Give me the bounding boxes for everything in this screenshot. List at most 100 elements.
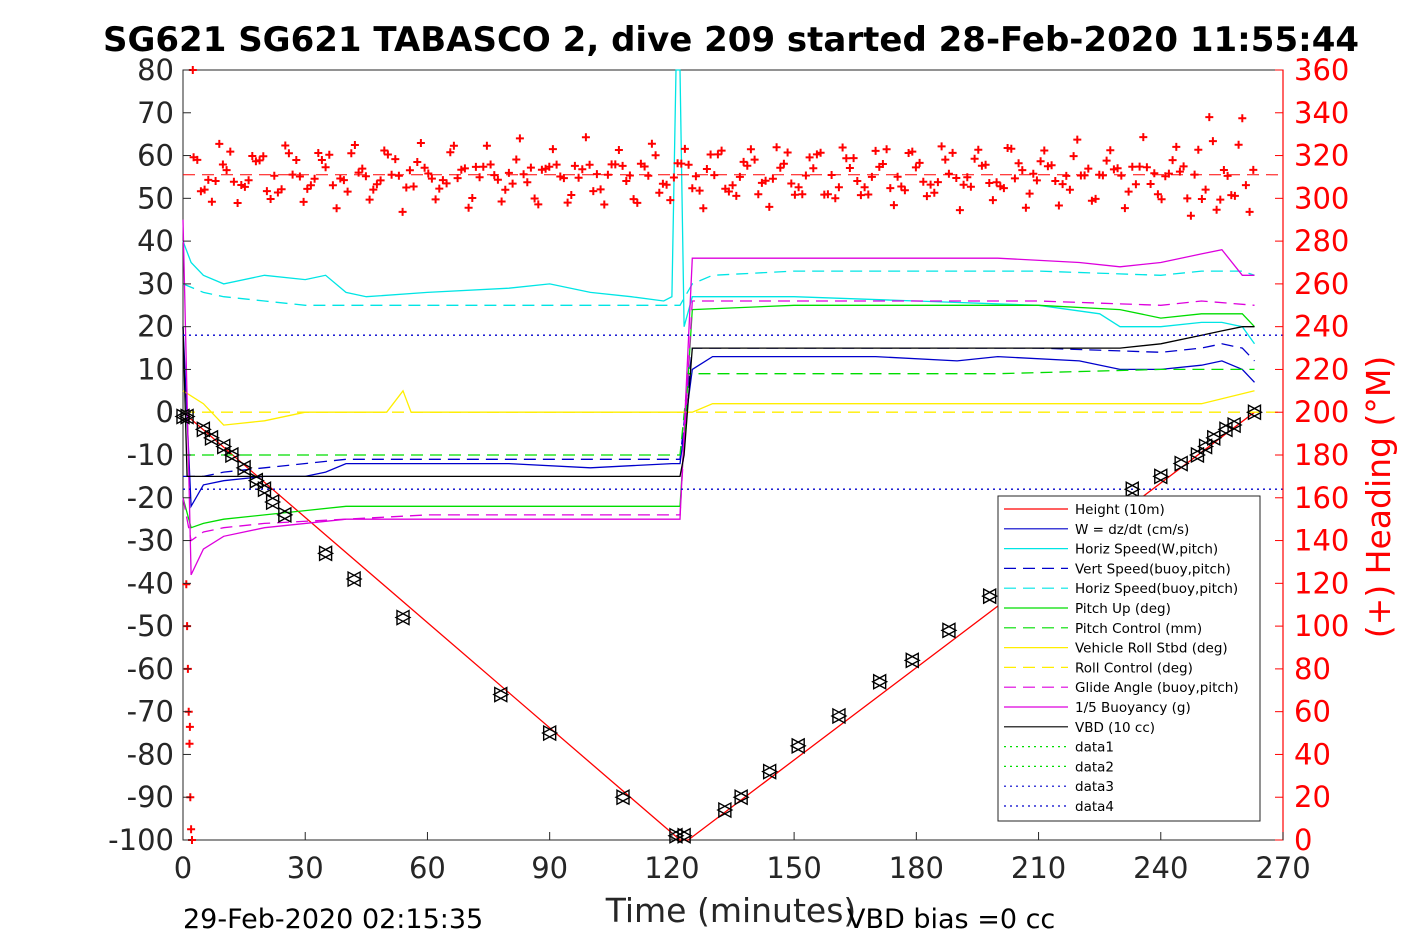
heading-point — [1153, 190, 1162, 199]
depth-marker-left — [903, 652, 919, 669]
heading-point — [809, 164, 818, 173]
heading-point — [889, 201, 898, 210]
heading-point — [746, 145, 755, 154]
heading-point — [640, 162, 649, 171]
heading-point — [358, 164, 367, 173]
heading-point — [1054, 201, 1063, 210]
heading-point — [878, 160, 887, 168]
heading-point — [1186, 211, 1195, 220]
heading-point — [937, 142, 946, 151]
series-layer — [182, 69, 1283, 841]
heading-point — [629, 195, 638, 204]
heading-point — [405, 166, 414, 175]
heading-point — [622, 177, 631, 185]
heading-point — [1069, 152, 1078, 161]
heading-point — [402, 183, 411, 192]
heading-point — [1021, 203, 1030, 212]
heading-point — [339, 176, 348, 185]
heading-point — [933, 178, 942, 187]
legend-label-7: Vehicle Roll Stbd (deg) — [1075, 641, 1228, 657]
heading-point — [790, 190, 799, 199]
legend-label-14: data3 — [1075, 779, 1114, 795]
heading-point — [1234, 140, 1243, 149]
depth-marker-left — [394, 609, 410, 626]
heading-point — [468, 194, 477, 202]
heading-point — [1058, 180, 1067, 189]
depth-marker-left — [345, 570, 361, 588]
bottom-tick-label: 210 — [1011, 851, 1066, 885]
right-tick-label: 0 — [1294, 823, 1312, 857]
heading-point — [262, 187, 271, 196]
heading-point — [398, 207, 407, 216]
heading-point — [493, 175, 502, 184]
heading-point — [244, 176, 253, 185]
depth-marker-left — [247, 472, 264, 489]
legend: Height (10m) W = dz/dt (cm/s) Horiz Speed(… — [997, 495, 1261, 822]
heading-point — [739, 157, 748, 166]
heading-point — [1238, 114, 1247, 123]
heading-point — [842, 154, 851, 163]
depth-marker-left — [871, 673, 887, 690]
depth-marker-layer — [174, 404, 1263, 844]
heading-point — [1197, 195, 1206, 203]
left-tick-label: 50 — [137, 181, 174, 215]
heading-point — [849, 154, 858, 163]
legend-label-6: Pitch Control (mm) — [1075, 621, 1202, 637]
heading-point — [1164, 169, 1173, 178]
heading-point — [765, 202, 774, 211]
series-line-11 — [182, 326, 1255, 478]
left-tick-label: -40 — [127, 566, 174, 600]
heading-point — [559, 174, 568, 183]
depth-marker-left — [940, 622, 956, 639]
heading-point — [999, 184, 1008, 193]
heading-point — [259, 152, 268, 161]
heading-point — [288, 170, 297, 179]
heading-point — [515, 134, 524, 143]
heading-point — [581, 133, 590, 142]
heading-point — [548, 145, 557, 154]
heading-point — [816, 148, 825, 157]
depth-marker-left — [194, 421, 211, 438]
heading-point — [845, 164, 854, 172]
heading-point — [1051, 177, 1060, 185]
legend-label-11: VBD (10 cc) — [1075, 720, 1155, 736]
heading-point — [724, 187, 733, 196]
heading-point — [677, 159, 686, 168]
bottom-tick-label: 180 — [889, 851, 944, 885]
heading-point — [372, 180, 381, 189]
heading-point — [1113, 164, 1122, 173]
heading-point — [193, 155, 202, 164]
heading-point — [710, 171, 719, 180]
left-tick-label: 40 — [137, 224, 174, 258]
heading-point — [471, 162, 480, 171]
heading-point — [966, 182, 975, 191]
heading-point — [706, 150, 715, 159]
heading-point — [614, 146, 623, 154]
heading-point — [1241, 181, 1250, 190]
heading-point — [449, 141, 458, 150]
depth-marker-left — [716, 801, 732, 819]
heading-point — [585, 160, 594, 169]
legend-label-4: Horiz Speed(buoy,pitch) — [1075, 581, 1238, 597]
depth-marker-left — [1246, 404, 1262, 421]
heading-point — [545, 162, 554, 171]
legend-label-13: data2 — [1075, 759, 1114, 775]
heading-point — [387, 170, 396, 179]
heading-point — [838, 143, 847, 152]
heading-point — [1010, 174, 1019, 183]
heading-point — [486, 160, 495, 169]
heading-point — [856, 191, 865, 200]
depth-marker-left — [1152, 468, 1168, 485]
heading-point — [633, 198, 642, 207]
heading-point — [295, 172, 304, 181]
series-line-2 — [182, 69, 1256, 345]
left-axis: 80 70 60 50 40 30 20 10 0 -10 -20 -30 -40 -50 -60 -70 -8… — [108, 53, 191, 857]
heading-point — [1230, 191, 1239, 200]
heading-point — [1109, 165, 1118, 174]
heading-point — [431, 195, 440, 204]
heading-point — [343, 187, 352, 196]
heading-point — [761, 176, 770, 185]
heading-point — [306, 181, 315, 190]
heading-point — [644, 171, 653, 180]
